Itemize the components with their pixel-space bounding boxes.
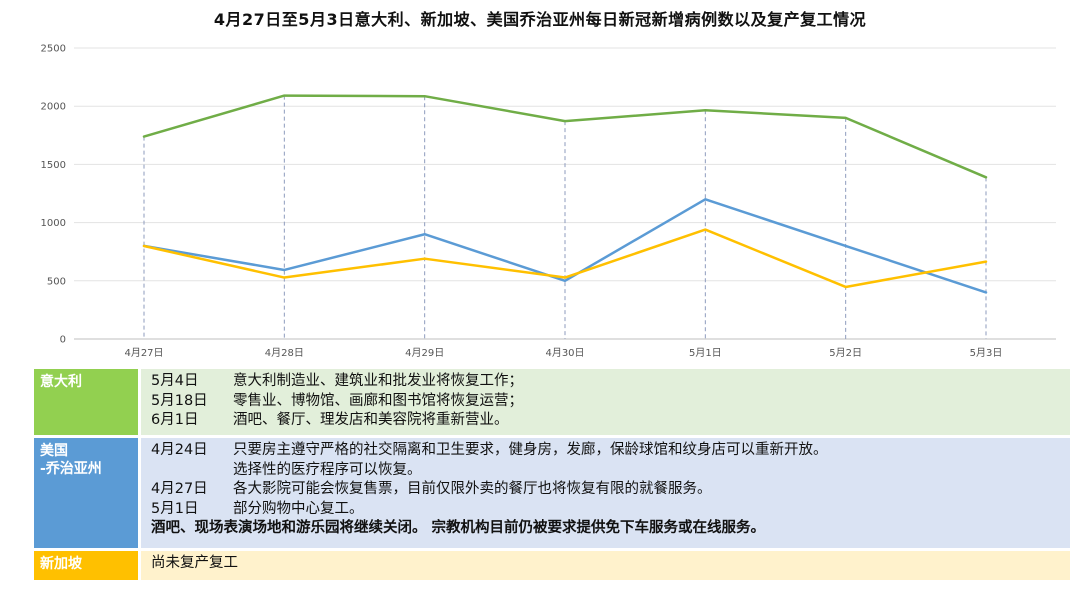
y-tick-label: 2000 [41,102,66,113]
x-tick-label: 5月3日 [970,347,1003,359]
us-line-continued: 选择性的医疗程序可以恢复。 [151,461,1060,481]
us-note: 酒吧、现场表演场地和游乐园将继续关闭。 宗教机构目前仍被要求提供免下车服务或在线… [151,519,1060,539]
y-tick-label: 0 [60,335,66,346]
content-singapore: 尚未复产复工 [141,551,1070,580]
italy-text: 零售业、博物馆、画廊和图书馆将恢复运营； [233,392,523,409]
row-singapore: 新加坡 尚未复产复工 [34,551,1070,580]
label-singapore: 新加坡 [34,551,138,580]
us-date: 4月27日 [151,481,208,497]
us-text: 只要房主遵守严格的社交隔离和卫生要求，健身房，发廊，保龄球馆和纹身店可以重新开放… [233,442,828,458]
x-tick-label: 4月27日 [124,347,163,359]
series-line-1 [142,94,988,179]
row-italy: 意大利 5月4日 意大利制造业、建筑业和批发业将恢复工作； 5月18日 零售业、… [34,369,1070,435]
y-tick-label: 1000 [41,218,66,229]
y-tick-label: 1500 [41,160,66,171]
reopening-table: 意大利 5月4日 意大利制造业、建筑业和批发业将恢复工作； 5月18日 零售业、… [34,369,1070,583]
drop-lines [143,95,987,339]
italy-date: 5月4日 [151,373,199,389]
line-chart: 0 500 1000 1500 2000 2500 4月27日 4月28日 4月29日 4月30… [41,44,1056,359]
italy-line: 5月18日 零售业、博物馆、画廊和图书馆将恢复运营； [151,392,1060,412]
x-tick-label: 5月1日 [689,347,722,359]
italy-text: 酒吧、餐厅、理发店和美容院将重新营业。 [233,412,509,428]
series-lines [142,94,988,294]
label-georgia: -乔治亚州 [40,461,102,477]
us-line: 4月24日 只要房主遵守严格的社交隔离和卫生要求，健身房，发廊，保龄球馆和纹身店… [151,441,1060,461]
us-line: 4月27日 各大影院可能会恢复售票，目前仅限外卖的餐厅也将恢复有限的就餐服务。 [151,480,1060,500]
us-text: 部分购物中心复工。 [233,500,364,517]
y-tick-label: 2500 [41,44,66,55]
italy-text: 意大利制造业、建筑业和批发业将恢复工作； [233,373,523,389]
series-line-2 [142,198,988,294]
x-tick-label: 4月28日 [265,347,304,359]
italy-line: 5月4日 意大利制造业、建筑业和批发业将恢复工作； [151,372,1060,392]
content-us-georgia: 4月24日 只要房主遵守严格的社交隔离和卫生要求，健身房，发廊，保龄球馆和纹身店… [141,438,1070,548]
content-italy: 5月4日 意大利制造业、建筑业和批发业将恢复工作； 5月18日 零售业、博物馆、… [141,369,1070,435]
x-tick-label: 4月30日 [545,347,584,359]
chart-title: 4月27日至5月3日意大利、新加坡、美国乔治亚州每日新冠新增病例数以及复产复工情… [213,10,867,29]
x-tick-label: 5月2日 [829,347,862,359]
x-axis-labels: 4月27日 4月28日 4月29日 4月30日 5月1日 5月2日 5月3日 [124,347,1002,359]
italy-date: 5月18日 [151,392,208,409]
row-us-georgia: 美国 -乔治亚州 4月24日 只要房主遵守严格的社交隔离和卫生要求，健身房，发廊… [34,438,1070,548]
italy-date: 6月1日 [151,412,199,428]
series-line-3 [142,228,988,289]
singapore-text: 尚未复产复工 [151,555,238,571]
x-tick-label: 4月29日 [405,347,444,359]
label-us: 美国 [40,443,68,459]
us-text: 各大影院可能会恢复售票，目前仅限外卖的餐厅也将恢复有限的就餐服务。 [233,481,712,497]
y-tick-label: 500 [47,276,66,287]
us-date: 5月1日 [151,500,199,517]
label-us-georgia: 美国 -乔治亚州 [34,438,138,548]
us-line: 5月1日 部分购物中心复工。 [151,500,1060,520]
y-axis-labels: 0 500 1000 1500 2000 2500 [41,44,66,346]
label-italy: 意大利 [34,369,138,435]
us-date: 4月24日 [151,442,208,458]
us-note-text: 酒吧、现场表演场地和游乐园将继续关闭。 宗教机构目前仍被要求提供免下车服务或在线… [151,520,766,536]
italy-line: 6月1日 酒吧、餐厅、理发店和美容院将重新营业。 [151,411,1060,431]
us-text: 选择性的医疗程序可以恢复。 [233,461,422,478]
